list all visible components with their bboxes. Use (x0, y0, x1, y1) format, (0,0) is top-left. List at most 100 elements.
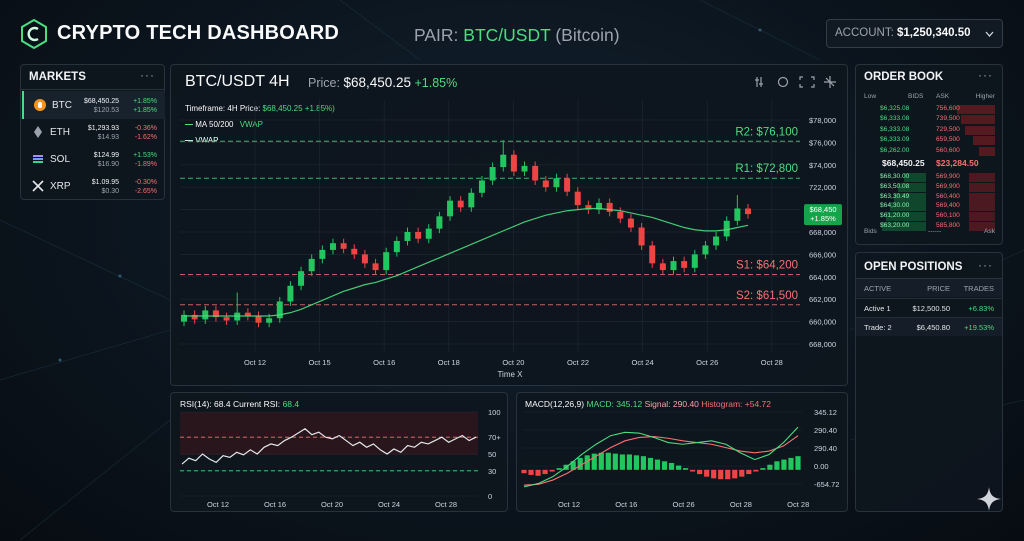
ask-row: $6,262.00 560,600 (864, 146, 995, 156)
order-book-menu[interactable]: ··· (978, 68, 993, 82)
pair-name: (Bitcoin) (555, 25, 620, 45)
tool-fullscreen[interactable] (799, 76, 815, 88)
coin-price: $68,450.25 (83, 98, 119, 105)
legend-price-value: $68,450.25 +1.85%) (262, 104, 335, 113)
coin-change-2: -1.62% (134, 134, 157, 141)
depth-bar (969, 222, 995, 231)
coin-symbol: BTC (52, 100, 72, 111)
bid-price: $63,20.00 (880, 222, 910, 229)
ask-size: 756,600 (936, 105, 960, 112)
bid-price: $68,30.00 (880, 173, 910, 180)
rsi-label: RSI(14): 68.4 (180, 399, 231, 409)
pair-label: PAIR: (414, 25, 459, 45)
bid-price: $6,325.08 (880, 105, 910, 112)
rsi-panel: RSI(14): 68.4 Current RSI: 68.4 (170, 392, 508, 512)
footer-ask: Ask (984, 228, 995, 235)
depth-bar (979, 146, 995, 156)
logo (21, 19, 47, 49)
position-row[interactable]: Trade: 2 $6,450.80 +19.53% (856, 317, 1002, 336)
network-line (339, 0, 421, 61)
depth-bar (894, 192, 926, 202)
ask-size: 569,400 (936, 202, 960, 210)
ask-row: $6,333.08 729,500 (864, 125, 995, 135)
pair-info: PAIR: BTC/USDT (Bitcoin) (414, 25, 620, 46)
ask-row: $6,333.08 739,500 (864, 115, 995, 125)
tool-settings[interactable] (777, 76, 789, 88)
price-label: Price: (308, 76, 340, 90)
app-title: CRYPTO TECH DASHBOARD (57, 22, 339, 44)
legend-timeframe: Timeframe: 4H (185, 104, 238, 113)
ask-size: 659,500 (936, 136, 960, 144)
macd-title: MACD(12,26,9) MACD: 345.12 Signal: 290.4… (525, 399, 771, 409)
price-change: +1.85% (414, 76, 458, 90)
hist-value: Histogram: +54.72 (701, 399, 771, 409)
market-row[interactable]: XRP $1.09.95 $0.30 -0.30% -2.65% (22, 172, 165, 200)
positions-panel: OPEN POSITIONS ··· ACTIVE PRICE TRADES A… (855, 252, 1003, 512)
market-row[interactable]: ETH $1,293.93 $14.93 -0.36% -1.62% (22, 118, 165, 146)
market-row[interactable]: BTC $68,450.25 $120.53 +1.85% +1.85% (22, 91, 165, 119)
depth-bar (961, 115, 995, 125)
ask-size: 560,100 (936, 212, 960, 220)
col-active: ACTIVE (864, 284, 892, 293)
position-row[interactable]: Active 1 $12,500.50 +6.83% (856, 298, 1002, 317)
assistant-sparkle[interactable] (976, 486, 1002, 512)
pair-symbol: BTC/USDT (463, 25, 551, 45)
coin-sub: $14.93 (97, 134, 119, 141)
ask-size: 585,800 (936, 222, 960, 229)
depth-bar (882, 222, 926, 231)
ask-size: 739,500 (936, 115, 960, 123)
legend-vwap-swatch (185, 140, 193, 142)
order-book-panel: ORDER BOOK ··· Low BIDS ASK Higher $6,32… (855, 64, 1003, 245)
position-price: $6,450.80 (916, 323, 950, 332)
positions-title: OPEN POSITIONS (864, 261, 963, 273)
position-name: Active 1 (864, 304, 891, 313)
macd-panel: MACD(12,26,9) MACD: 345.12 Signal: 290.4… (516, 392, 848, 512)
markets-menu[interactable]: ··· (140, 68, 155, 82)
coin-price: $1.09.95 (91, 179, 119, 186)
network-line (19, 419, 171, 541)
price-value: $68,450.25 (343, 75, 412, 90)
col-low: Low (864, 93, 877, 100)
depth-bar (969, 173, 995, 182)
macd-value: MACD: 345.12 (586, 399, 643, 409)
coin-sub: $0.30 (101, 188, 119, 195)
depth-bar (904, 173, 926, 182)
bid-row: $63,20.00 585,800 (864, 222, 995, 231)
coin-change: +1.85% (133, 98, 157, 105)
mid-price: $68,450.25 (882, 158, 925, 168)
tool-indicators[interactable] (755, 77, 763, 87)
markets-panel: MARKETS ··· BTC $68,450.25 $120.53 +1.85% +1… (20, 64, 165, 200)
coin-icon-part (34, 126, 42, 138)
chart-price: Price: $68,450.25 +1.85% (308, 75, 457, 90)
bid-price: $64,30.00 (880, 202, 910, 210)
coin-icon-part (38, 102, 42, 108)
coin-change: -0.30% (134, 179, 157, 186)
position-change: +19.53% (964, 323, 994, 332)
bid-row: $63,50.08 569,900 (864, 182, 995, 192)
bid-price: $63,50.08 (880, 182, 910, 190)
coin-sub: $16.90 (97, 161, 119, 168)
logo-hex (21, 19, 47, 49)
main-chart-panel: BTC/USDT 4H Price: $68,450.25 +1.85% Tim… (170, 64, 848, 386)
account-selector[interactable]: ACCOUNT: $1,250,340.50 (826, 19, 1003, 48)
depth-bar (890, 202, 926, 212)
rsi-title: RSI(14): 68.4 Current RSI: 68.4 (180, 399, 299, 409)
coin-change-2: -2.65% (134, 188, 157, 195)
mid-row: $68,450.25 $23,284.50 (864, 158, 995, 170)
depth-bar (969, 192, 995, 202)
coin-price: $124.99 (93, 152, 119, 159)
logo-c (27, 26, 39, 42)
position-name: Trade: 2 (864, 323, 892, 332)
coin-icon-part (33, 155, 43, 157)
positions-menu[interactable]: ··· (978, 258, 993, 272)
market-row[interactable]: SOL $124.99 $16.90 +1.53% -1.89% (22, 145, 165, 173)
bid-price: $6,333.09 (880, 136, 910, 144)
divider (21, 89, 164, 90)
ask-size: 560,600 (936, 146, 960, 154)
coin-icon (34, 126, 42, 138)
legend-ma-swatch (185, 124, 193, 126)
legend-line-1: Timeframe: 4H Price: $68,450.25 +1.85%) (185, 104, 335, 113)
coin-price: $1,293.93 (87, 125, 119, 132)
tool-crosshair[interactable] (824, 76, 836, 88)
